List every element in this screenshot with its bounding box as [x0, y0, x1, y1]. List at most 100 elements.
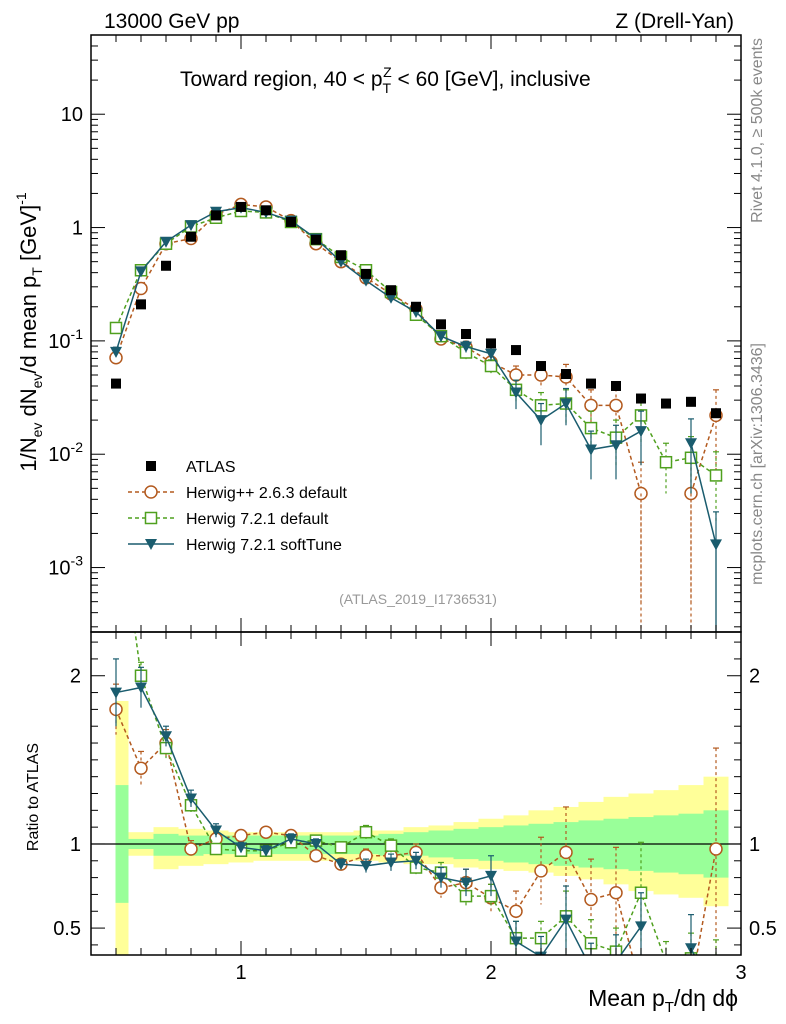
ratio-point-herwig-7-2-1-softtune — [385, 857, 397, 869]
x-tick-label: 1 — [235, 962, 246, 984]
ratio-point-herwig-7-2-1-softtune — [435, 872, 447, 884]
ratio-y-tick-label-right: 1 — [749, 834, 760, 856]
ratio-y-tick-label-left: 0.5 — [53, 918, 81, 940]
svg-text:1/Nev dNev/d mean pT [GeV]-1: 1/Nev dNev/d mean pT [GeV]-1 — [13, 192, 45, 472]
ratio-point-herwig-7-2-1-softtune — [360, 860, 372, 872]
ratio-point-herwig-7-2-1-softtune — [185, 793, 197, 805]
data-point-herwig-7-2-1-softtune — [460, 341, 472, 353]
ratio-series-group — [109, 632, 723, 971]
ratio-point-herwig-2-6-3-default — [134, 761, 148, 776]
analysis-watermark: (ATLAS_2019_I1736531) — [339, 591, 497, 607]
y-tick-label: 10-1 — [48, 326, 83, 353]
y-tick-label: 10-2 — [48, 439, 83, 466]
data-point-atlas — [211, 210, 221, 221]
ratio-series-herwig-7-2-1-default — [134, 632, 722, 971]
header-right-label: Z (Drell-Yan) — [615, 10, 734, 33]
ratio-line-herwig-2-6-3-default — [115, 709, 717, 955]
ratio-point-herwig-2-6-3-default — [259, 825, 273, 839]
ratio-point-herwig-7-2-1-softtune — [485, 870, 497, 882]
legend: ATLAS Herwig++ 2.6.3 default Herwig 7.2.1 … — [128, 459, 348, 554]
ratio-point-herwig-7-2-1-softtune — [135, 682, 147, 694]
data-point-herwig-7-2-1-softtune — [685, 438, 697, 450]
band-green-bin — [153, 833, 179, 856]
ratio-point-herwig-7-2-1-default — [661, 956, 672, 967]
data-point-atlas — [261, 205, 271, 216]
ratio-y-tick-label-right: 0.5 — [749, 918, 777, 940]
data-point-atlas — [236, 201, 246, 212]
data-point-herwig-7-2-1-softtune — [585, 444, 597, 456]
legend-marker — [144, 511, 158, 525]
x-ticks: 1 2 3 — [90, 35, 747, 984]
ratio-point-herwig-7-2-1-softtune — [260, 845, 272, 857]
data-point-herwig-7-2-1-softtune — [135, 266, 147, 278]
data-point-atlas — [336, 250, 346, 261]
ratio-point-herwig-7-2-1-default — [711, 960, 722, 971]
data-point-atlas — [636, 393, 646, 404]
y-tick-label: 1 — [72, 218, 83, 240]
svg-text:Mean pT/dη dϕ: Mean pT/dη dϕ — [588, 985, 738, 1016]
ratio-point-herwig-2-6-3-default — [534, 864, 548, 878]
ratio-point-herwig-2-6-3-default — [509, 904, 523, 919]
legend-entry-herwig-2-6-3-default: Herwig++ 2.6.3 default — [128, 485, 348, 502]
ratio-line-herwig-7-2-1-softtune — [115, 686, 696, 955]
data-point-atlas — [161, 260, 171, 271]
legend-entry-herwig-7-2-1-default: Herwig 7.2.1 default — [128, 511, 329, 528]
data-point-atlas — [436, 319, 446, 330]
main-y-axis-label: 1/Nev dNev/d mean pT [GeV]-1 — [13, 192, 45, 472]
ratio-point-herwig-7-2-1-default — [209, 842, 223, 856]
ratio-point-herwig-2-6-3-default — [559, 845, 573, 860]
ratio-point-herwig-7-2-1-softtune — [510, 936, 522, 948]
data-point-atlas — [611, 380, 621, 391]
data-point-herwig-7-2-1-default — [709, 469, 723, 482]
data-point-atlas — [136, 299, 146, 310]
ratio-point-herwig-2-6-3-default — [234, 828, 248, 843]
main-panel: 10-3 10-2 10-1 1 10 — [48, 34, 742, 633]
y-tick-label: 10-3 — [48, 553, 83, 580]
data-point-herwig-7-2-1-softtune — [610, 440, 622, 452]
data-point-atlas — [586, 378, 596, 389]
ratio-y-tick-label-left: 1 — [70, 834, 81, 856]
ratio-point-herwig-2-6-3-default — [184, 842, 198, 856]
ratio-panel: 0.5 0.5 1 1 2 2 — [53, 631, 777, 971]
data-point-herwig-7-2-1-softtune — [110, 346, 122, 358]
legend-label: Herwig++ 2.6.3 default — [186, 485, 348, 502]
data-point-herwig-7-2-1-softtune — [535, 415, 547, 427]
data-point-herwig-2-6-3-default — [584, 398, 598, 413]
x-axis-label: Mean pT/dη dϕ — [588, 985, 738, 1016]
ratio-y-tick-label-left: 2 — [70, 666, 81, 688]
data-point-atlas — [411, 301, 421, 312]
ratio-point-herwig-7-2-1-softtune — [285, 833, 297, 845]
ratio-point-herwig-7-2-1-softtune — [160, 731, 172, 743]
ratio-point-herwig-7-2-1-default — [384, 839, 398, 852]
data-point-herwig-2-6-3-default — [609, 398, 623, 413]
header-left-label: 13000 GeV pp — [104, 10, 239, 33]
ratio-point-herwig-7-2-1-softtune — [635, 921, 647, 933]
ratio-y-ticks: 0.5 0.5 1 1 2 2 — [53, 641, 777, 946]
x-tick-label: 3 — [735, 962, 746, 984]
series-line-herwig-7-2-1-default — [115, 210, 717, 477]
data-point-atlas — [561, 369, 571, 380]
y-tick-label: 10 — [61, 104, 83, 126]
data-point-atlas — [361, 268, 371, 279]
ratio-point-herwig-7-2-1-softtune — [410, 855, 422, 867]
legend-label: ATLAS — [186, 459, 236, 476]
ratio-point-herwig-7-2-1-softtune — [335, 859, 347, 871]
data-point-herwig-7-2-1-softtune — [560, 398, 572, 410]
ratio-point-herwig-2-6-3-default — [584, 892, 598, 907]
data-point-atlas — [386, 285, 396, 296]
data-point-herwig-7-2-1-default — [109, 321, 123, 335]
legend-label: Herwig 7.2.1 softTune — [186, 537, 342, 554]
data-point-atlas — [661, 398, 671, 409]
data-point-atlas — [286, 216, 296, 227]
ratio-point-herwig-2-6-3-default — [709, 842, 723, 856]
ratio-point-herwig-2-6-3-default — [609, 886, 623, 900]
series-line-herwig-7-2-1-softtune — [115, 206, 717, 545]
data-point-herwig-7-2-1-softtune — [510, 387, 522, 399]
legend-label: Herwig 7.2.1 default — [186, 511, 329, 528]
data-point-herwig-7-2-1-softtune — [635, 426, 647, 438]
ratio-point-herwig-2-6-3-default — [309, 848, 323, 863]
ratio-point-herwig-7-2-1-softtune — [460, 877, 472, 889]
data-point-herwig-7-2-1-softtune — [160, 236, 172, 248]
data-point-atlas — [511, 345, 521, 356]
